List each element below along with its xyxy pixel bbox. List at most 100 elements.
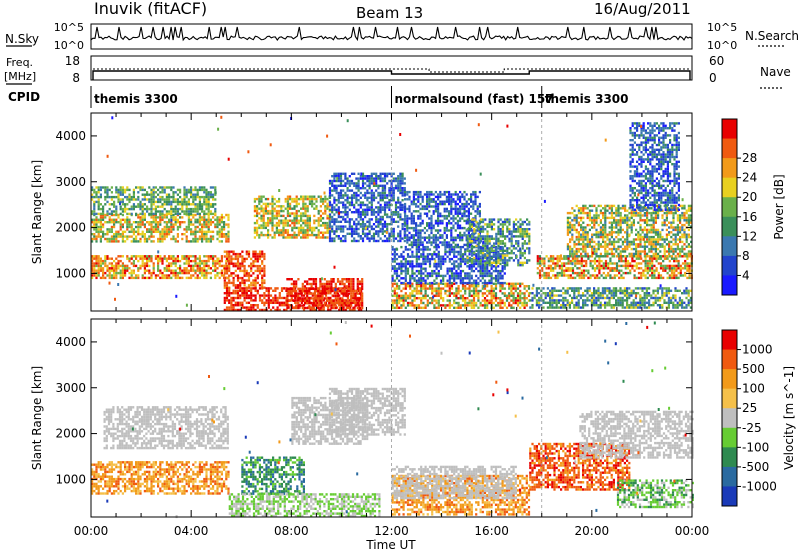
data-cell <box>207 212 210 216</box>
data-cell <box>450 231 453 235</box>
data-cell <box>300 214 303 218</box>
data-cell <box>273 207 276 210</box>
data-cell <box>430 224 433 227</box>
data-cell <box>207 218 210 221</box>
data-cell <box>308 299 311 302</box>
data-cell <box>493 261 496 264</box>
data-cell <box>250 299 253 302</box>
data-cell <box>379 184 382 187</box>
data-cell <box>468 228 471 231</box>
data-cell <box>225 267 229 270</box>
data-cell <box>115 205 118 208</box>
data-cell <box>395 306 399 309</box>
data-cell <box>456 195 459 199</box>
data-cell <box>201 269 204 272</box>
data-cell <box>150 223 153 226</box>
data-cell <box>104 237 107 241</box>
data-cell <box>471 259 474 262</box>
data-cell <box>435 272 438 275</box>
data-cell <box>345 304 348 307</box>
data-cell <box>236 262 240 265</box>
data-cell <box>141 235 144 238</box>
data-cell <box>187 216 190 219</box>
data-cell <box>510 282 513 285</box>
data-cell <box>404 297 407 300</box>
data-cell <box>355 239 358 243</box>
data-cell <box>334 304 337 307</box>
data-cell <box>269 212 272 215</box>
data-cell <box>295 214 298 218</box>
data-cell <box>452 207 455 211</box>
data-cell <box>482 244 485 248</box>
data-cell <box>261 308 264 312</box>
data-cell <box>150 221 153 224</box>
data-cell <box>501 285 504 288</box>
data-cell <box>93 191 96 194</box>
data-cell <box>119 218 122 221</box>
data-cell <box>478 231 481 235</box>
data-cell <box>366 199 369 202</box>
data-cell <box>461 195 464 199</box>
data-cell <box>331 239 334 243</box>
data-cell <box>490 249 493 252</box>
data-cell <box>121 223 124 226</box>
data-cell <box>454 202 457 206</box>
data-cell <box>273 231 276 234</box>
data-cell <box>115 235 118 238</box>
data-cell <box>453 282 456 285</box>
data-cell <box>455 260 458 263</box>
data-cell <box>388 203 391 207</box>
data-cell <box>463 219 466 223</box>
data-cell <box>214 218 217 221</box>
data-cell <box>400 265 403 268</box>
data-cell <box>212 205 215 208</box>
data-cell <box>466 249 469 252</box>
data-cell <box>478 210 481 213</box>
data-cell <box>390 187 393 190</box>
data-cell <box>403 239 406 243</box>
data-cell <box>323 290 326 293</box>
data-cell <box>497 244 500 248</box>
data-cell <box>119 228 122 231</box>
data-cell <box>327 306 330 309</box>
data-cell <box>329 292 332 295</box>
data-cell <box>406 207 409 211</box>
data-cell <box>320 299 323 302</box>
data-cell <box>132 207 135 211</box>
data-cell <box>223 301 226 304</box>
data-cell <box>428 248 432 251</box>
data-cell <box>423 236 426 239</box>
data-cell <box>157 223 160 226</box>
data-cell <box>393 257 396 261</box>
data-cell <box>368 184 371 187</box>
data-cell <box>220 269 223 272</box>
data-cell <box>372 172 376 175</box>
data-cell <box>300 226 303 230</box>
data-cell <box>426 205 429 208</box>
data-cell <box>176 210 179 213</box>
data-cell <box>323 287 326 290</box>
data-cell <box>370 206 373 209</box>
data-cell <box>456 243 459 247</box>
data-cell <box>494 260 498 263</box>
data-cell <box>394 206 398 209</box>
data-cell <box>391 294 394 297</box>
data-cell <box>170 237 173 241</box>
data-cell <box>132 230 135 233</box>
data-cell <box>456 212 459 215</box>
data-cell <box>478 202 481 206</box>
data-cell <box>510 304 513 307</box>
data-cell <box>459 245 462 249</box>
data-cell <box>163 228 166 231</box>
data-cell <box>161 186 164 189</box>
data-cell <box>510 292 513 295</box>
data-cell <box>239 267 242 270</box>
data-cell <box>428 193 431 196</box>
data-cell <box>230 262 233 265</box>
data-cell <box>312 302 315 305</box>
data-cell <box>108 269 111 272</box>
data-cell <box>431 274 434 278</box>
data-cell <box>468 253 471 256</box>
data-cell <box>400 299 403 302</box>
data-cell <box>183 212 186 216</box>
